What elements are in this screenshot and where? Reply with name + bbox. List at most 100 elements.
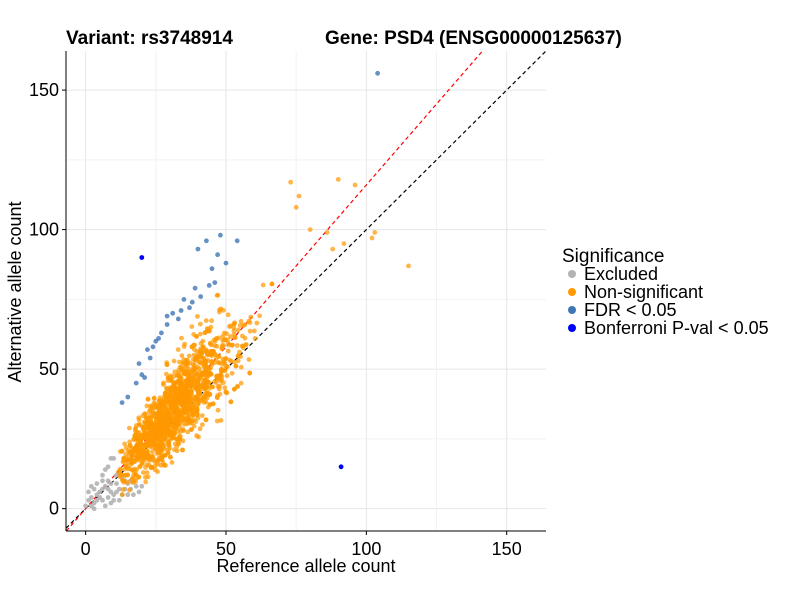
point-nonsignificant [183, 387, 189, 392]
point-nonsignificant [231, 321, 237, 327]
point-fdr [209, 266, 215, 272]
point-fdr [223, 260, 229, 266]
point-nonsignificant [235, 384, 240, 389]
point-nonsignificant [247, 370, 253, 376]
point-nonsignificant [143, 415, 149, 421]
point-fdr [156, 336, 162, 341]
point-nonsignificant [171, 374, 177, 379]
point-excluded [116, 497, 122, 503]
point-nonsignificant [137, 447, 143, 453]
point-fdr [215, 252, 221, 258]
point-nonsignificant [372, 230, 378, 235]
legend-swatch-excluded [568, 270, 576, 278]
point-nonsignificant [172, 441, 178, 447]
point-nonsignificant [175, 347, 181, 352]
point-nonsignificant [169, 378, 175, 384]
point-nonsignificant [127, 439, 132, 445]
point-nonsignificant [227, 324, 232, 329]
point-nonsignificant [161, 435, 167, 441]
point-nonsignificant [190, 412, 196, 417]
point-nonsignificant [159, 456, 165, 462]
point-nonsignificant [156, 398, 162, 404]
point-nonsignificant [235, 327, 241, 333]
point-nonsignificant [120, 492, 125, 498]
point-excluded [108, 500, 114, 506]
legend-label-nonsig: Non-significant [584, 282, 703, 302]
point-nonsignificant [123, 452, 129, 457]
point-nonsignificant [130, 467, 135, 473]
point-nonsignificant [189, 389, 194, 395]
point-nonsignificant [203, 318, 209, 323]
point-nonsignificant [156, 409, 162, 415]
point-nonsignificant [123, 462, 129, 468]
point-nonsignificant [209, 342, 214, 348]
point-nonsignificant [165, 424, 171, 430]
point-excluded [100, 478, 105, 484]
point-nonsignificant [202, 364, 207, 370]
point-nonsignificant [155, 458, 160, 464]
point-fdr [206, 283, 212, 288]
point-nonsignificant [187, 400, 193, 405]
point-nonsignificant [181, 404, 187, 410]
point-nonsignificant [214, 373, 220, 379]
point-nonsignificant [191, 372, 197, 378]
point-nonsignificant [213, 380, 219, 385]
point-nonsignificant [124, 479, 130, 485]
y-tick-label: 150 [29, 80, 59, 100]
point-nonsignificant [160, 400, 166, 405]
point-nonsignificant [153, 431, 158, 436]
point-nonsignificant [168, 454, 173, 460]
point-nonsignificant [198, 331, 203, 337]
point-nonsignificant [179, 335, 184, 341]
point-nonsignificant [167, 392, 173, 398]
point-nonsignificant [214, 336, 219, 341]
point-nonsignificant [232, 335, 238, 340]
point-nonsignificant [216, 386, 222, 392]
point-nonsignificant [210, 350, 216, 356]
x-tick-label: 150 [492, 539, 522, 559]
point-nonsignificant [174, 401, 180, 407]
point-fdr [159, 330, 164, 336]
point-nonsignificant [246, 318, 252, 324]
point-nonsignificant [220, 334, 226, 339]
point-nonsignificant [218, 418, 224, 423]
point-nonsignificant [172, 394, 178, 400]
point-nonsignificant [233, 363, 239, 369]
point-nonsignificant [144, 470, 150, 476]
point-nonsignificant [227, 334, 233, 339]
point-excluded [105, 464, 111, 470]
point-nonsignificant [218, 306, 224, 312]
point-nonsignificant [185, 413, 191, 418]
point-nonsignificant [146, 441, 151, 447]
point-nonsignificant [269, 281, 275, 287]
point-nonsignificant [136, 417, 142, 423]
point-nonsignificant [123, 445, 129, 451]
point-fdr [187, 305, 192, 311]
point-nonsignificant [335, 177, 341, 182]
point-fdr [139, 372, 145, 378]
point-fdr [212, 280, 218, 285]
point-fdr [145, 347, 150, 352]
point-nonsignificant [176, 441, 182, 447]
point-fdr [181, 297, 187, 302]
point-nonsignificant [215, 407, 221, 413]
point-nonsignificant [163, 390, 168, 396]
point-nonsignificant [146, 453, 152, 459]
point-nonsignificant [206, 328, 212, 334]
chart-title-variant: Variant: rs3748914 [66, 28, 233, 49]
point-nonsignificant [138, 451, 144, 457]
point-nonsignificant [155, 416, 161, 422]
point-nonsignificant [122, 441, 127, 447]
point-nonsignificant [194, 380, 200, 386]
point-nonsignificant [238, 364, 244, 370]
point-nonsignificant [179, 353, 185, 358]
point-nonsignificant [218, 367, 224, 372]
point-nonsignificant [197, 391, 202, 397]
point-nonsignificant [189, 324, 195, 329]
point-nonsignificant [203, 417, 209, 423]
point-nonsignificant [174, 436, 180, 442]
point-nonsignificant [252, 336, 258, 341]
point-nonsignificant [164, 371, 169, 377]
point-nonsignificant [228, 399, 234, 405]
point-nonsignificant [231, 386, 237, 392]
